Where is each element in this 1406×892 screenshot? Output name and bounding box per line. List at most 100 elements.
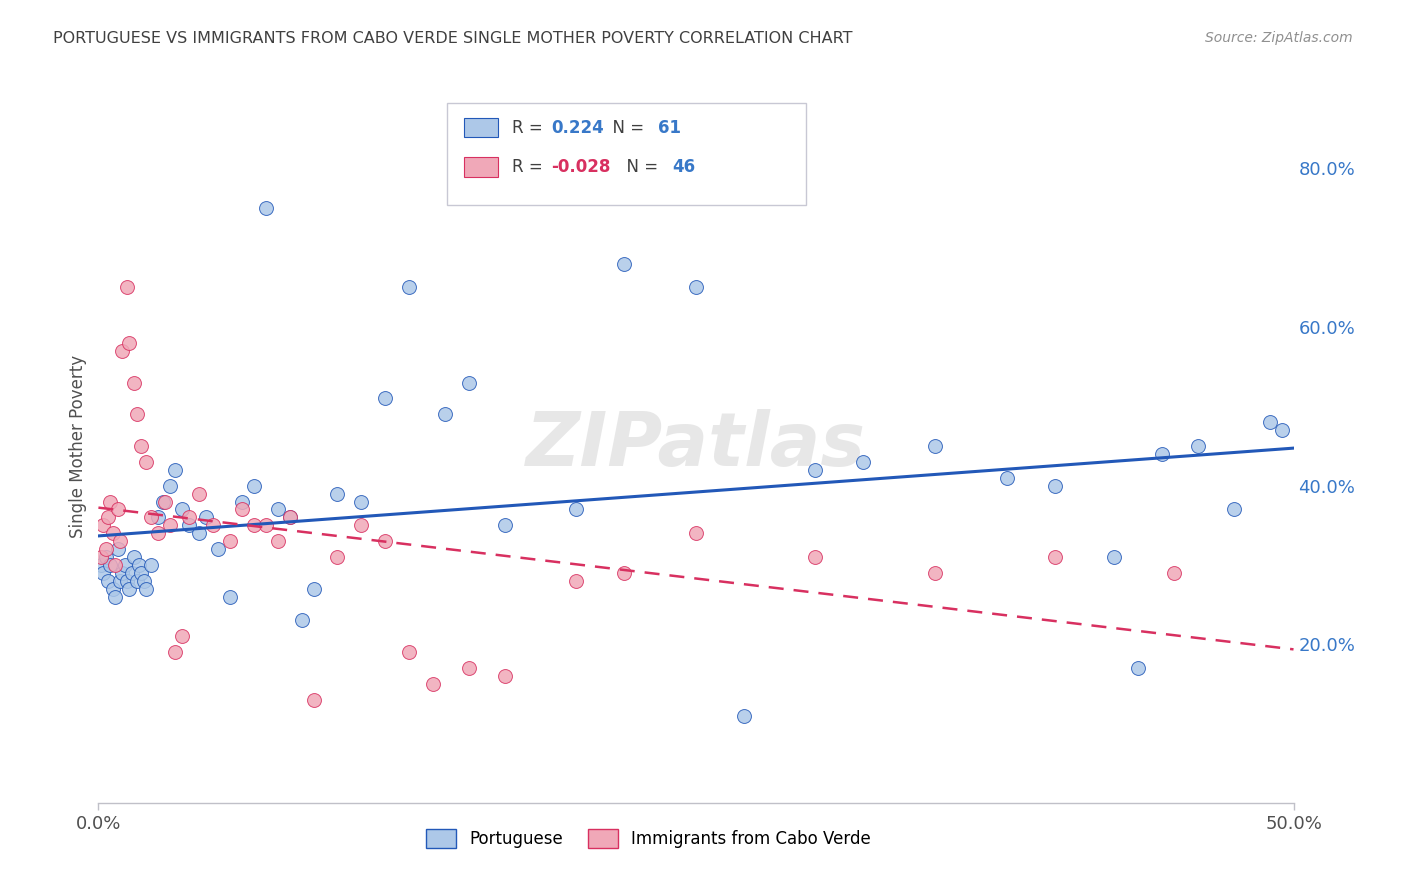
- Point: [243, 518, 266, 533]
- Point: [187, 526, 209, 541]
- Point: [231, 502, 253, 516]
- Point: [326, 549, 349, 564]
- Point: [1271, 423, 1294, 437]
- Point: [278, 510, 301, 524]
- Point: [125, 574, 148, 588]
- Point: [111, 566, 134, 580]
- Point: [128, 558, 150, 572]
- Point: [254, 518, 277, 533]
- Point: [97, 510, 120, 524]
- Point: [195, 510, 218, 524]
- Point: [374, 534, 396, 549]
- Point: [278, 510, 301, 524]
- Text: ZIPatlas: ZIPatlas: [526, 409, 866, 483]
- Point: [243, 478, 266, 492]
- Point: [1187, 439, 1209, 453]
- Point: [125, 407, 148, 421]
- Point: [1223, 502, 1246, 516]
- Point: [131, 439, 153, 453]
- Point: [132, 574, 155, 588]
- Point: [159, 478, 181, 492]
- Point: [131, 566, 153, 580]
- Point: [1043, 549, 1066, 564]
- Point: [172, 502, 194, 516]
- Point: [434, 407, 457, 421]
- Point: [350, 494, 373, 508]
- Point: [613, 566, 636, 580]
- Point: [124, 549, 146, 564]
- Point: [101, 582, 124, 596]
- Point: [1043, 478, 1066, 492]
- Point: [202, 518, 225, 533]
- Point: [90, 558, 112, 572]
- Text: R =: R =: [512, 158, 553, 176]
- Point: [101, 526, 124, 541]
- Point: [121, 566, 143, 580]
- Point: [124, 376, 146, 390]
- Point: [104, 558, 127, 572]
- Point: [115, 280, 138, 294]
- Point: [374, 392, 396, 406]
- Point: [267, 502, 290, 516]
- Point: [852, 455, 875, 469]
- Point: [398, 280, 420, 294]
- Point: [114, 558, 136, 572]
- Point: [179, 510, 201, 524]
- Point: [254, 201, 277, 215]
- Point: [148, 510, 170, 524]
- Point: [148, 526, 170, 541]
- Point: [422, 677, 444, 691]
- Point: [494, 518, 516, 533]
- Point: [1104, 549, 1126, 564]
- Point: [139, 558, 162, 572]
- Point: [163, 463, 186, 477]
- Point: [187, 486, 209, 500]
- Point: [267, 534, 290, 549]
- Point: [104, 590, 127, 604]
- Point: [111, 343, 134, 358]
- Point: [91, 566, 114, 580]
- Point: [231, 494, 253, 508]
- Point: [152, 494, 174, 508]
- Point: [494, 669, 516, 683]
- Point: [924, 566, 946, 580]
- Text: -0.028: -0.028: [551, 158, 610, 176]
- Point: [172, 629, 194, 643]
- Point: [924, 439, 946, 453]
- Point: [291, 614, 314, 628]
- Point: [219, 534, 242, 549]
- Point: [302, 692, 325, 706]
- Y-axis label: Single Mother Poverty: Single Mother Poverty: [69, 354, 87, 538]
- Point: [139, 510, 162, 524]
- Point: [326, 486, 349, 500]
- Point: [565, 574, 588, 588]
- Point: [685, 280, 707, 294]
- Point: [163, 645, 186, 659]
- Text: 46: 46: [672, 158, 695, 176]
- Point: [1128, 661, 1150, 675]
- Point: [219, 590, 242, 604]
- Point: [107, 502, 129, 516]
- Point: [1163, 566, 1185, 580]
- Point: [159, 518, 181, 533]
- Point: [135, 582, 157, 596]
- Point: [207, 542, 229, 557]
- Point: [350, 518, 373, 533]
- Point: [733, 708, 755, 723]
- Point: [1258, 415, 1281, 429]
- Point: [98, 494, 122, 508]
- Text: N =: N =: [602, 119, 654, 136]
- Legend: Portuguese, Immigrants from Cabo Verde: Portuguese, Immigrants from Cabo Verde: [426, 829, 870, 848]
- Point: [135, 455, 157, 469]
- Point: [118, 582, 141, 596]
- Point: [804, 463, 827, 477]
- Point: [108, 534, 131, 549]
- Point: [118, 335, 141, 350]
- Point: [995, 471, 1018, 485]
- Point: [179, 518, 201, 533]
- Text: R =: R =: [512, 119, 553, 136]
- Point: [804, 549, 827, 564]
- Point: [91, 518, 114, 533]
- Text: PORTUGUESE VS IMMIGRANTS FROM CABO VERDE SINGLE MOTHER POVERTY CORRELATION CHART: PORTUGUESE VS IMMIGRANTS FROM CABO VERDE…: [53, 31, 853, 46]
- Point: [613, 257, 636, 271]
